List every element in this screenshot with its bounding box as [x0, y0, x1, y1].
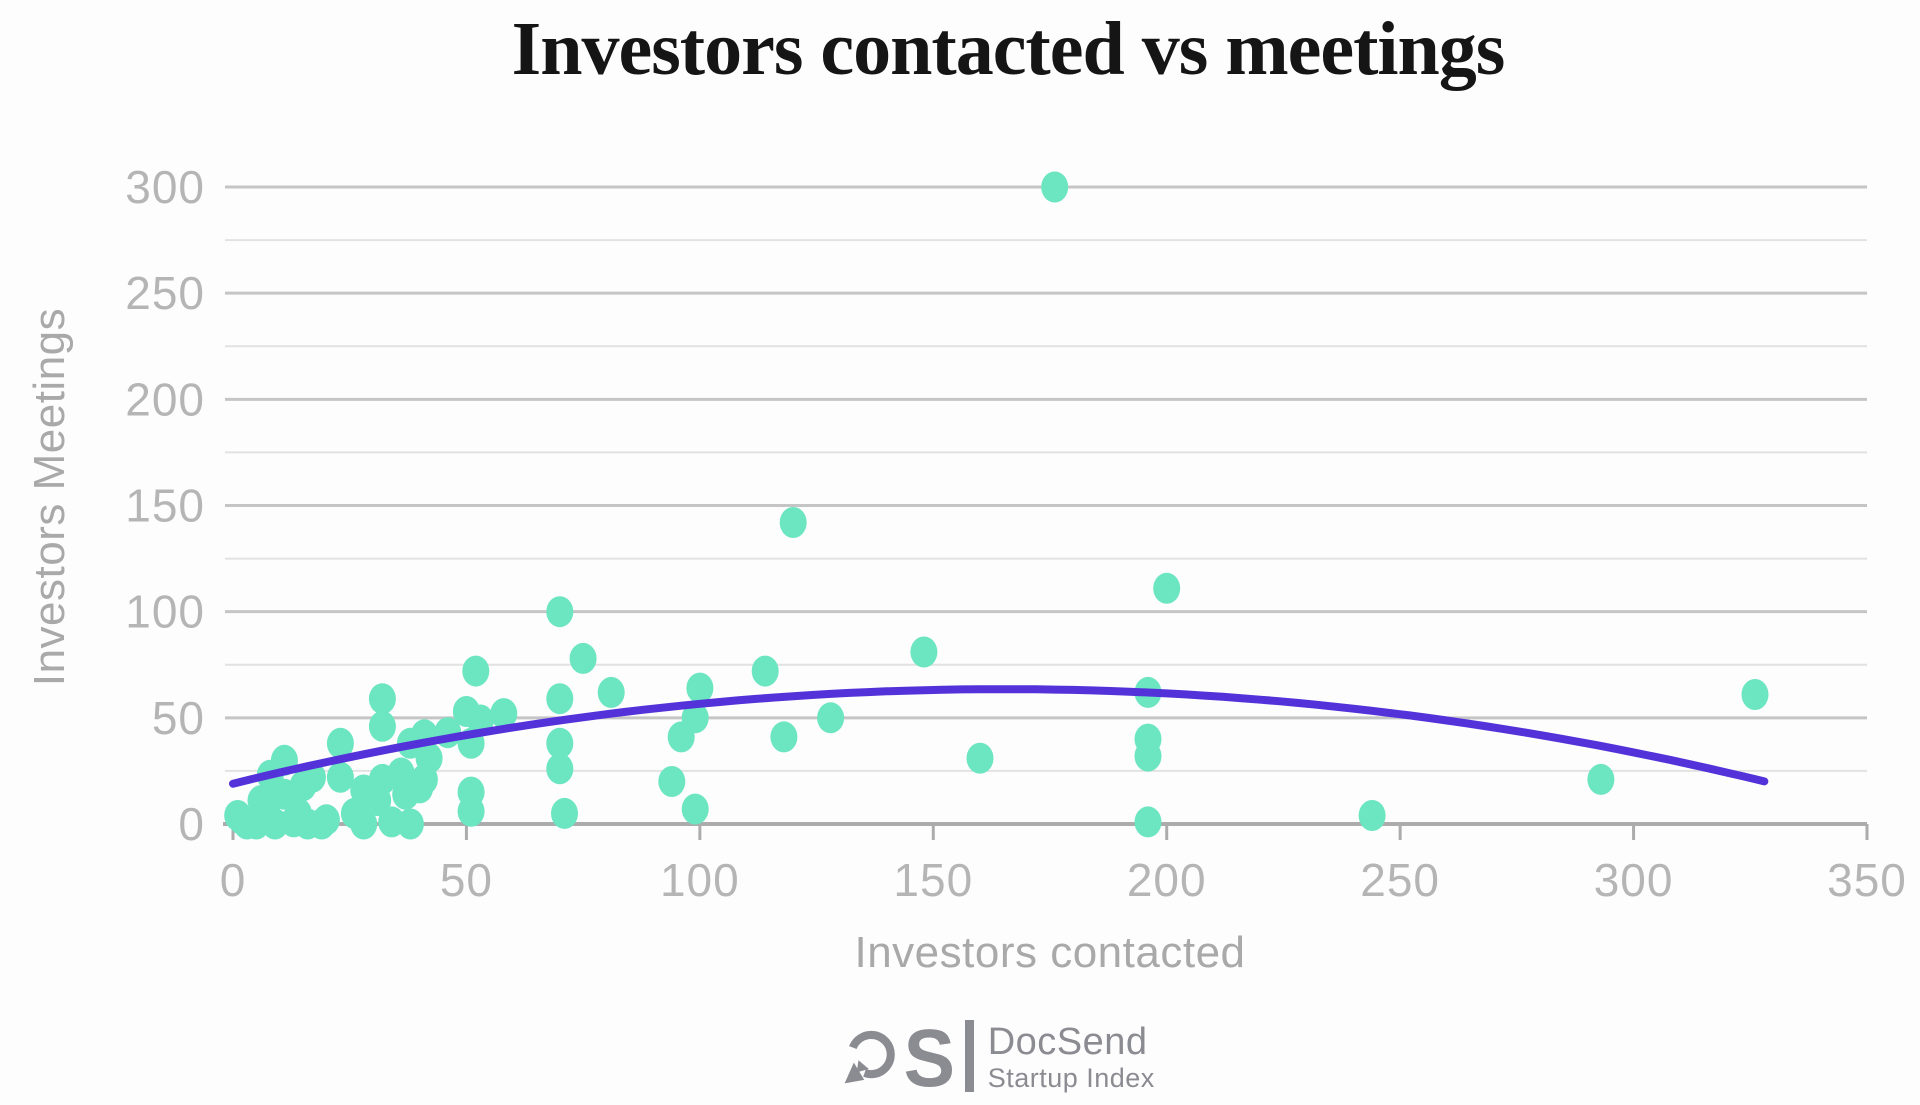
x-tick-label: 350	[1827, 854, 1907, 906]
y-tick-label: 150	[125, 480, 205, 532]
logo-divider-bar	[964, 1020, 974, 1092]
x-axis-title: Investors contacted	[854, 928, 1246, 977]
docsend-startup-index-logo: S DocSend Startup Index	[840, 1013, 1155, 1104]
x-tick-label: 100	[660, 854, 740, 906]
data-point	[817, 702, 845, 734]
y-tick-label: 50	[152, 692, 205, 744]
y-tick-label: 250	[125, 267, 205, 319]
y-tick-label: 300	[125, 161, 205, 213]
data-point	[681, 702, 709, 734]
logo-letter-s: S	[903, 1013, 955, 1104]
data-point	[326, 761, 354, 793]
data-point	[1741, 679, 1769, 710]
data-point	[770, 721, 798, 753]
data-point	[368, 710, 396, 742]
data-point	[546, 596, 574, 628]
data-point	[546, 753, 574, 785]
data-point	[462, 655, 490, 687]
data-point	[326, 727, 354, 759]
data-point	[1134, 740, 1162, 772]
y-axis-title: Investors Meetings	[25, 307, 74, 687]
y-tick-label: 100	[125, 586, 205, 638]
data-point	[1134, 806, 1162, 838]
y-tick-label: 200	[125, 373, 205, 425]
data-point	[686, 672, 714, 704]
data-point	[350, 808, 378, 840]
data-point	[569, 642, 597, 674]
data-point	[1041, 171, 1069, 203]
trend-line	[229, 685, 1769, 788]
x-tick-label: 200	[1127, 854, 1207, 906]
x-tick-label: 300	[1594, 854, 1674, 906]
logo-wordmark: DocSend Startup Index	[988, 1023, 1155, 1092]
data-point	[681, 793, 709, 825]
data-point	[368, 683, 396, 715]
data-point	[751, 655, 779, 687]
data-point	[1358, 800, 1386, 831]
data-point	[396, 808, 424, 840]
x-tick-label: 250	[1360, 854, 1440, 906]
data-point	[457, 795, 485, 827]
data-point	[658, 766, 686, 797]
data-point	[312, 804, 340, 836]
data-point	[1587, 763, 1615, 795]
data-point	[490, 698, 518, 730]
data-point	[546, 727, 574, 759]
logo-name: DocSend	[987, 1021, 1148, 1063]
data-point	[551, 797, 578, 829]
data-point	[779, 507, 807, 538]
x-tick-label: 50	[440, 854, 493, 906]
x-tick-label: 0	[220, 854, 247, 906]
data-point	[597, 676, 625, 708]
x-tick-label: 150	[893, 854, 973, 906]
data-point	[1153, 572, 1181, 604]
data-point	[910, 636, 938, 668]
logo-subtitle: Startup Index	[987, 1063, 1155, 1093]
data-point	[546, 683, 574, 715]
y-tick-label: 0	[178, 798, 205, 850]
docsend-d-mark-icon	[844, 1030, 895, 1084]
data-point	[966, 742, 994, 774]
chart-title: Investors contacted vs meetings	[511, 7, 1506, 91]
data-point	[415, 742, 443, 774]
